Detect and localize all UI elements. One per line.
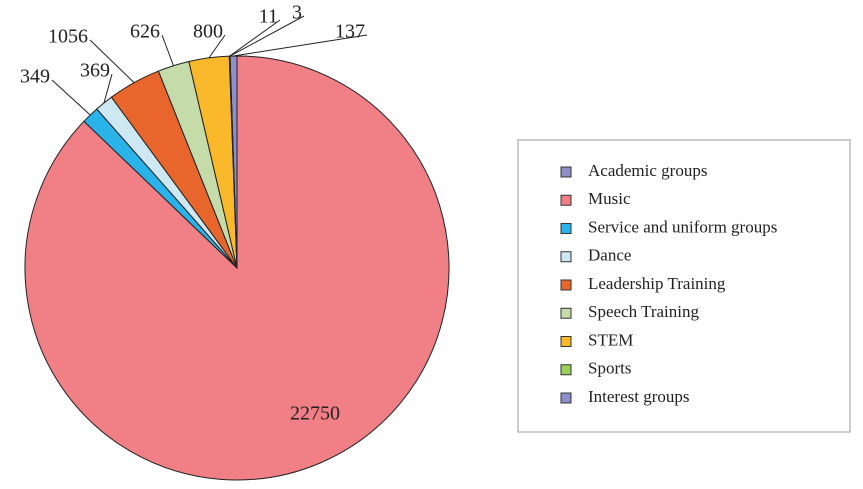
legend-swatch bbox=[560, 279, 572, 291]
legend-label: Interest groups bbox=[588, 387, 690, 406]
legend-swatch bbox=[560, 364, 572, 376]
data-label: 349 bbox=[20, 66, 50, 88]
legend-label: Academic groups bbox=[588, 161, 707, 180]
legend-label: Speech Training bbox=[588, 302, 699, 321]
legend-label: STEM bbox=[588, 330, 633, 349]
data-label: 22750 bbox=[290, 403, 340, 425]
leader-line bbox=[103, 73, 113, 104]
legend-label: Sports bbox=[588, 359, 631, 378]
leader-line bbox=[89, 39, 135, 84]
data-label: 3 bbox=[292, 2, 302, 24]
legend-label: Service and uniform groups bbox=[588, 217, 777, 236]
legend-label: Music bbox=[588, 189, 631, 208]
leader-line bbox=[161, 34, 174, 66]
legend-swatch bbox=[560, 307, 572, 319]
data-label: 1056 bbox=[48, 26, 88, 48]
legend-swatch bbox=[560, 336, 572, 347]
data-label: 11 bbox=[259, 6, 278, 28]
legend-box bbox=[517, 139, 851, 433]
legend-label: Dance bbox=[588, 246, 631, 265]
legend-swatch bbox=[560, 194, 572, 206]
leader-line bbox=[51, 79, 91, 116]
legend-swatch bbox=[560, 392, 572, 404]
leader-line bbox=[229, 15, 305, 57]
legend-swatch bbox=[560, 223, 572, 234]
legend-swatch bbox=[560, 166, 572, 178]
legend-swatch bbox=[560, 251, 572, 263]
data-label: 137 bbox=[335, 21, 365, 43]
data-label: 369 bbox=[80, 60, 110, 82]
leader-line bbox=[208, 34, 226, 59]
data-label: 626 bbox=[130, 21, 160, 43]
data-label: 800 bbox=[193, 21, 223, 43]
leader-line bbox=[229, 19, 281, 57]
legend-label: Leadership Training bbox=[588, 274, 726, 293]
leader-line bbox=[233, 34, 368, 57]
